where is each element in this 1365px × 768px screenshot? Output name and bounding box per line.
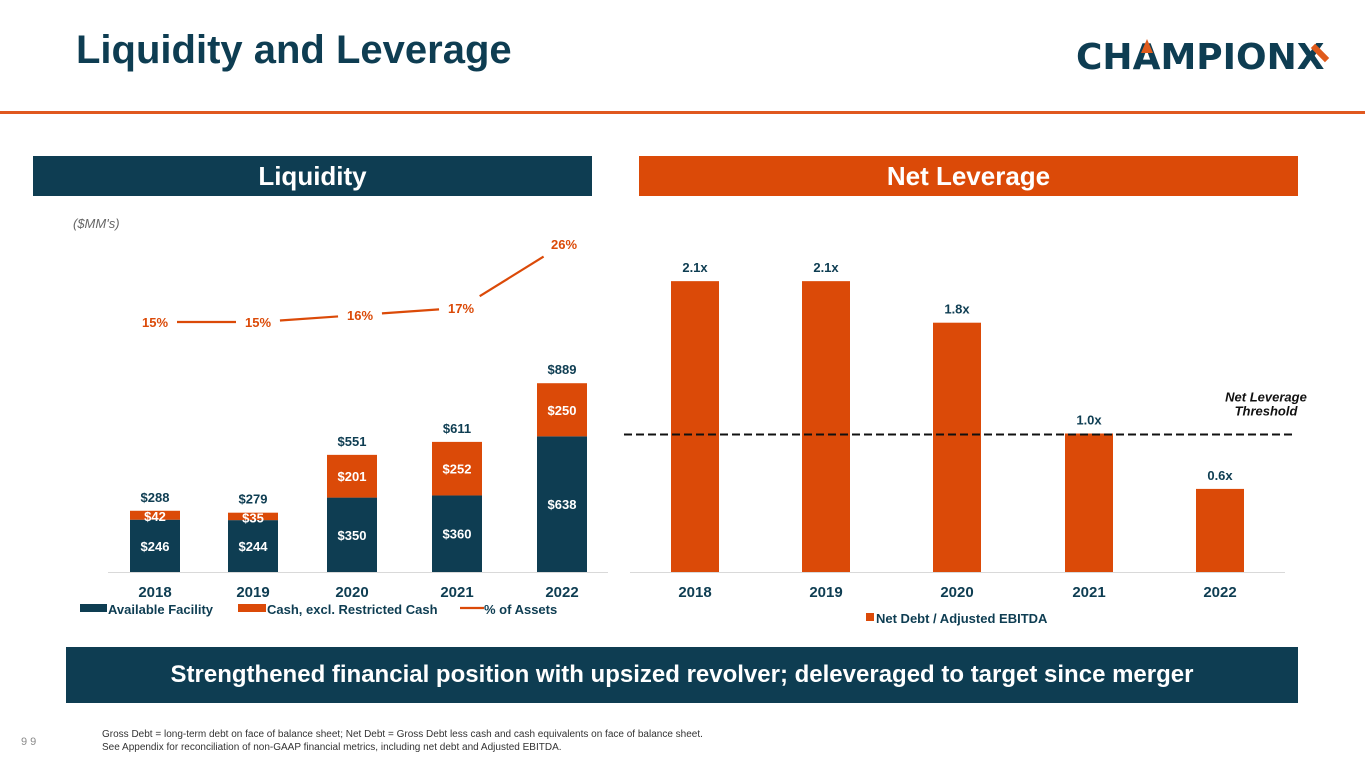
net-leverage-section-header: Net Leverage <box>639 156 1298 196</box>
legend-label-pct-assets: % of Assets <box>484 602 557 617</box>
championx-logo: CHA MPIONX <box>1076 36 1329 80</box>
bar-net-leverage <box>1065 433 1113 572</box>
legend-label-cash: Cash, excl. Restricted Cash <box>267 602 438 617</box>
summary-banner: Strengthened financial position with ups… <box>66 647 1298 703</box>
bar-net-leverage <box>1196 488 1244 572</box>
x-tick-label: 2019 <box>236 584 269 601</box>
page-title: Liquidity and Leverage <box>76 28 512 72</box>
data-label-net-leverage: 1.8x <box>944 302 970 317</box>
pct-assets-label: 26% <box>551 237 577 252</box>
legend-label-net-leverage: Net Debt / Adjusted EBITDA <box>876 611 1048 626</box>
logo-text-mpion: MPION <box>1160 37 1297 78</box>
x-tick-label: 2020 <box>940 584 973 601</box>
data-label-cash: $250 <box>548 403 577 418</box>
legend-label-available-facility: Available Facility <box>108 602 214 617</box>
data-label-total: $611 <box>443 421 471 436</box>
data-label-cash: $201 <box>338 469 367 484</box>
data-label-total: $889 <box>548 362 577 377</box>
legend-swatch-available-facility <box>80 604 107 612</box>
page-number: 9 9 <box>21 736 37 748</box>
footnote-line-1: Gross Debt = long-term debt on face of b… <box>102 729 703 740</box>
liquidity-chart: $246 $42 $288 2018 $244 $35 $279 2019 $350 $201 $5… <box>80 237 608 617</box>
logo-text-ch: CH <box>1076 37 1133 78</box>
data-label-available-facility: $350 <box>338 528 367 543</box>
x-tick-label: 2019 <box>809 584 842 601</box>
bar-available-facility <box>228 520 278 572</box>
data-label-cash: $35 <box>242 510 264 525</box>
bar-net-leverage <box>933 322 981 572</box>
bar-cash <box>432 441 482 496</box>
data-label-available-facility: $244 <box>239 539 269 554</box>
data-label-total: $551 <box>338 434 367 449</box>
bar-cash <box>130 510 180 520</box>
bar-net-leverage <box>802 281 850 572</box>
x-tick-label: 2022 <box>545 584 578 601</box>
data-label-net-leverage: 2.1x <box>682 260 708 275</box>
pct-assets-line-segment <box>479 255 545 298</box>
legend-swatch-net-leverage <box>866 613 874 621</box>
data-label-net-leverage: 0.6x <box>1207 468 1233 483</box>
logo-triangle-icon <box>1140 39 1153 53</box>
x-tick-label: 2018 <box>678 584 711 601</box>
pct-assets-label: 15% <box>142 315 168 330</box>
header-divider <box>0 111 1365 114</box>
data-label-total: $288 <box>141 490 170 505</box>
bar-cash <box>228 512 278 521</box>
data-label-available-facility: $638 <box>548 497 577 512</box>
bar-available-facility <box>537 436 587 572</box>
footnote: Gross Debt = long-term debt on face of b… <box>102 728 703 754</box>
x-tick-label: 2021 <box>1072 584 1105 601</box>
data-label-cash: $252 <box>443 462 472 477</box>
x-tick-label: 2020 <box>335 584 368 601</box>
pct-assets-label: 15% <box>245 315 271 330</box>
data-label-net-leverage: 1.0x <box>1076 413 1102 428</box>
data-label-cash: $42 <box>144 509 166 524</box>
bar-net-leverage <box>671 281 719 572</box>
bar-available-facility <box>432 495 482 572</box>
bar-available-facility <box>327 497 377 572</box>
net-leverage-chart: 2.1x 2018 2.1x 2019 1.8x 2020 1.0x 2021 0.6x 2022… <box>624 260 1307 626</box>
x-tick-label: 2018 <box>138 584 171 601</box>
footnote-line-2: See Appendix for reconciliation of non-G… <box>102 742 562 753</box>
pct-assets-line-segment <box>381 308 440 315</box>
threshold-label-line-2: Threshold <box>1235 404 1299 419</box>
data-label-total: $279 <box>239 492 268 507</box>
legend-swatch-cash <box>238 604 266 612</box>
bar-cash <box>327 454 377 498</box>
pct-assets-line-segment <box>279 315 339 322</box>
data-label-available-facility: $360 <box>443 527 472 542</box>
logo-x: X <box>1297 37 1329 78</box>
liquidity-section-header: Liquidity <box>33 156 592 196</box>
data-label-available-facility: $246 <box>141 539 170 554</box>
threshold-label-line-1: Net Leverage <box>1225 390 1307 405</box>
pct-assets-label: 16% <box>347 308 373 323</box>
units-note: ($MM's) <box>73 216 120 231</box>
logo-a: A <box>1133 36 1161 80</box>
bar-available-facility <box>130 519 180 572</box>
bar-cash <box>537 383 587 437</box>
x-tick-label: 2021 <box>440 584 473 601</box>
data-label-net-leverage: 2.1x <box>813 260 839 275</box>
pct-assets-label: 17% <box>448 301 474 316</box>
x-tick-label: 2022 <box>1203 584 1236 601</box>
